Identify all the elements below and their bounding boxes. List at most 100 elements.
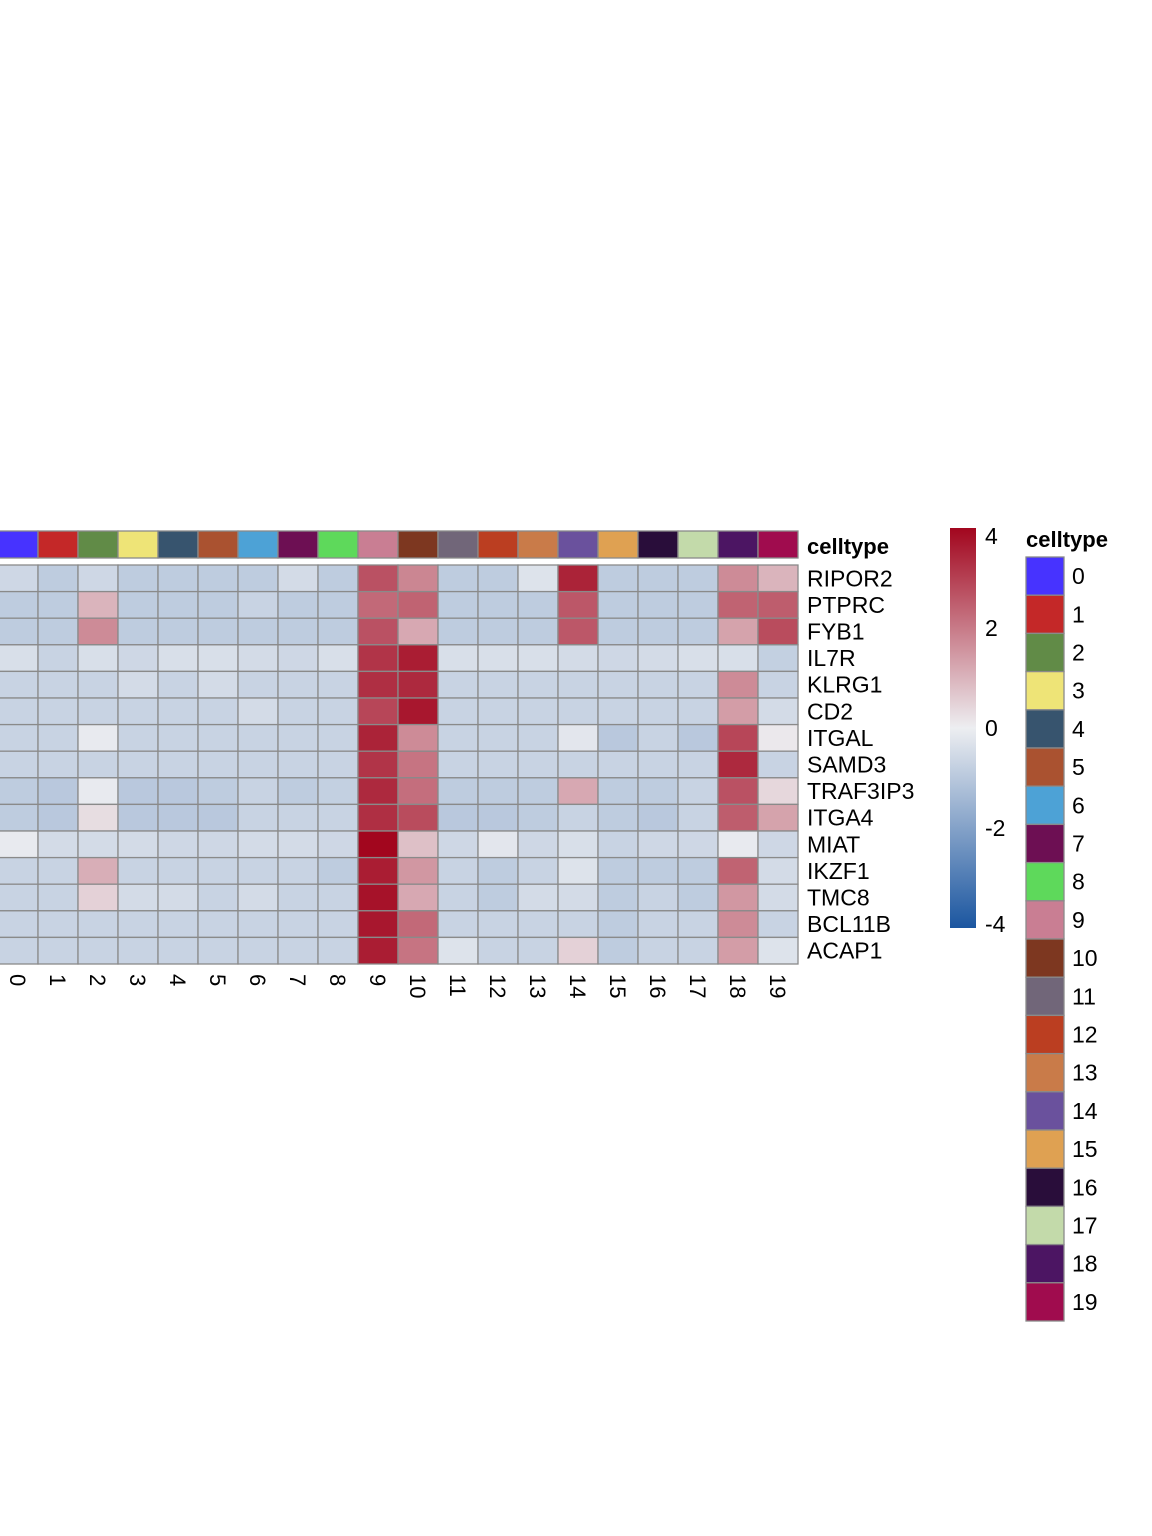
heatmap-cell-ITGA4-12 (477, 803, 519, 832)
heatmap-cell-TRAF3IP3-1 (37, 777, 79, 806)
heatmap-cell-SAMD3-0 (0, 750, 39, 779)
heatmap-cell-RIPOR2-18 (717, 564, 759, 593)
colorbar: 4 2 0 -2 -4 (950, 523, 1006, 937)
column-labels: 0 1 2 3 4 5 6 7 8 9 10 11 12 13 14 15 16 17 18 19 (5, 974, 790, 998)
heatmap-cell-PTPRC-10 (397, 590, 439, 619)
annotation-cell-16 (637, 530, 679, 559)
heatmap-cell-CD2-1 (37, 697, 79, 726)
heatmap-cell-CD2-4 (157, 697, 199, 726)
heatmap-cell-CD2-15 (597, 697, 639, 726)
heatmap-cell-BCL11B-7 (277, 910, 319, 939)
heatmap-cell-MIAT-16 (637, 830, 679, 859)
column-label-4: 4 (165, 974, 190, 986)
heatmap-cell-PTPRC-15 (597, 590, 639, 619)
heatmap-cell-IKZF1-6 (237, 856, 279, 885)
heatmap-cell-ITGAL-10 (397, 723, 439, 752)
heatmap-cell-IKZF1-12 (477, 856, 519, 885)
legend-swatch-19 (1025, 1282, 1065, 1322)
heatmap-cell-PTPRC-19 (757, 590, 799, 619)
annotation-cell-1 (37, 530, 79, 559)
heatmap-cell-RIPOR2-6 (237, 564, 279, 593)
heatmap-cell-CD2-8 (317, 697, 359, 726)
heatmap-cell-TRAF3IP3-5 (197, 777, 239, 806)
heatmap-cell-ITGAL-7 (277, 723, 319, 752)
heatmap-cell-MIAT-14 (557, 830, 599, 859)
heatmap-cell-ACAP1-1 (37, 936, 79, 965)
heatmap-cell-PTPRC-5 (197, 590, 239, 619)
heatmap-cell-MIAT-17 (677, 830, 719, 859)
heatmap-cell-RIPOR2-12 (477, 564, 519, 593)
heatmap-cell-SAMD3-19 (757, 750, 799, 779)
heatmap-cell-TRAF3IP3-10 (397, 777, 439, 806)
heatmap-cell-TRAF3IP3-12 (477, 777, 519, 806)
gene-label-ikzf1: IKZF1 (807, 858, 870, 884)
heatmap-cell-SAMD3-9 (357, 750, 399, 779)
heatmap-cell-SAMD3-4 (157, 750, 199, 779)
heatmap-cell-SAMD3-11 (437, 750, 479, 779)
legend-label-2: 2 (1072, 640, 1085, 666)
column-label-5: 5 (205, 974, 230, 986)
heatmap-cell-IL7R-6 (237, 644, 279, 673)
heatmap-cell-IKZF1-1 (37, 856, 79, 885)
column-label-0: 0 (5, 974, 30, 986)
heatmap-cell-ACAP1-4 (157, 936, 199, 965)
heatmap-cell-PTPRC-0 (0, 590, 39, 619)
heatmap-cell-BCL11B-11 (437, 910, 479, 939)
heatmap-cell-IKZF1-13 (517, 856, 559, 885)
heatmap-cell-TMC8-4 (157, 883, 199, 912)
heatmap-cell-KLRG1-5 (197, 670, 239, 699)
colorbar-tick-4: 4 (985, 523, 998, 549)
heatmap-cell-MIAT-5 (197, 830, 239, 859)
column-label-7: 7 (285, 974, 310, 986)
heatmap-cell-KLRG1-3 (117, 670, 159, 699)
heatmap-cell-IL7R-2 (77, 644, 119, 673)
heatmap-cell-ACAP1-13 (517, 936, 559, 965)
heatmap-cell-PTPRC-2 (77, 590, 119, 619)
heatmap-cell-PTPRC-18 (717, 590, 759, 619)
heatmap-cell-BCL11B-12 (477, 910, 519, 939)
annotation-cell-13 (517, 530, 559, 559)
heatmap-cell-CD2-11 (437, 697, 479, 726)
column-label-18: 18 (725, 974, 750, 998)
heatmap-cell-TRAF3IP3-7 (277, 777, 319, 806)
heatmap-cell-ITGAL-9 (357, 723, 399, 752)
legend-label-3: 3 (1072, 678, 1085, 704)
column-label-1: 1 (45, 974, 70, 986)
heatmap-cell-TRAF3IP3-9 (357, 777, 399, 806)
heatmap-cell-ITGA4-0 (0, 803, 39, 832)
heatmap-cell-FYB1-0 (0, 617, 39, 646)
colorbar-tick--2: -2 (985, 815, 1005, 841)
heatmap-cell-CD2-19 (757, 697, 799, 726)
colorbar-tick-0: 0 (985, 715, 998, 741)
heatmap-cell-ACAP1-8 (317, 936, 359, 965)
legend-label-12: 12 (1072, 1022, 1098, 1048)
heatmap-cell-MIAT-13 (517, 830, 559, 859)
heatmap-cell-IL7R-4 (157, 644, 199, 673)
celltype-annotation-bar (0, 530, 799, 559)
legend-swatch-3 (1025, 670, 1065, 711)
column-label-16: 16 (645, 974, 670, 998)
heatmap-cell-IL7R-3 (117, 644, 159, 673)
legend-swatch-8 (1025, 861, 1065, 902)
heatmap-cell-RIPOR2-7 (277, 564, 319, 593)
heatmap-cell-CD2-13 (517, 697, 559, 726)
heatmap-cell-MIAT-19 (757, 830, 799, 859)
heatmap-cell-CD2-18 (717, 697, 759, 726)
heatmap-cell-ITGA4-16 (637, 803, 679, 832)
heatmap-cell-ACAP1-16 (637, 936, 679, 965)
heatmap-cell-TRAF3IP3-6 (237, 777, 279, 806)
legend-swatch-5 (1025, 747, 1065, 787)
heatmap-cell-IKZF1-18 (717, 856, 759, 885)
heatmap-cell-TMC8-8 (317, 883, 359, 912)
heatmap-cell-TMC8-15 (597, 883, 639, 912)
heatmap-cell-RIPOR2-5 (197, 564, 239, 593)
gene-label-itgal: ITGAL (807, 725, 874, 751)
heatmap-cell-ITGA4-11 (437, 803, 479, 832)
heatmap-cell-TRAF3IP3-8 (317, 777, 359, 806)
heatmap-cell-FYB1-13 (517, 617, 559, 646)
heatmap-cell-ITGA4-13 (517, 803, 559, 832)
heatmap-cell-IL7R-1 (37, 644, 79, 673)
legend-label-19: 19 (1072, 1289, 1098, 1315)
heatmap-cell-SAMD3-6 (237, 750, 279, 779)
heatmap-cell-ACAP1-7 (277, 936, 319, 965)
